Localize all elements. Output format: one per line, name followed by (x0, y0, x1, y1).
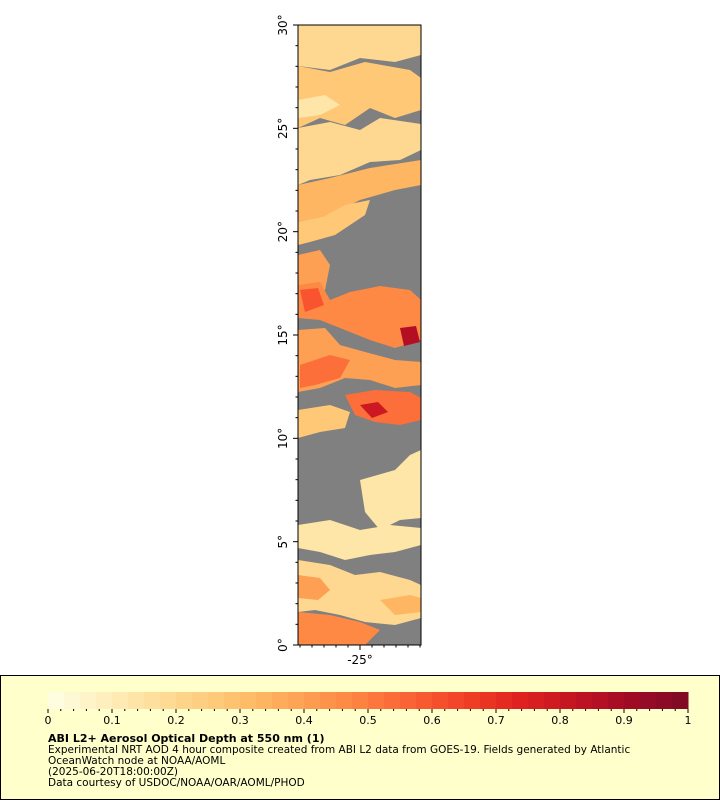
colorbar-swatch (144, 692, 161, 709)
colorbar-swatch (112, 692, 129, 709)
colorbar-swatch (336, 692, 353, 709)
colorbar-tick-label: 0.8 (551, 714, 569, 727)
aod-field (298, 25, 421, 645)
aod-region (298, 25, 421, 70)
colorbar-swatch (160, 692, 177, 709)
colorbar-swatch (480, 692, 497, 709)
legend-credit: Data courtesy of USDOC/NOAA/OAR/AOML/PHO… (48, 777, 305, 789)
colorbar-swatch (592, 692, 609, 709)
aod-region (300, 355, 350, 388)
colorbar-swatch (128, 692, 145, 709)
legend-timestamp: (2025-06-20T18:00:00Z) (48, 766, 178, 778)
colorbar-swatch (640, 692, 657, 709)
aod-region (360, 450, 421, 530)
colorbar-swatch (208, 692, 225, 709)
colorbar-swatch (80, 692, 97, 709)
colorbar-swatch (560, 692, 577, 709)
colorbar-tick-label: 0.9 (615, 714, 633, 727)
aod-region (360, 402, 388, 418)
colorbar-swatch (64, 692, 81, 709)
aod-region (298, 405, 350, 438)
colorbar-swatch (416, 692, 433, 709)
colorbar-swatch (464, 692, 481, 709)
colorbar-swatch (224, 692, 241, 709)
colorbar-swatch (304, 692, 321, 709)
colorbar-tick-label: 1 (684, 714, 692, 727)
longitude-axis: -25° (299, 645, 421, 667)
colorbar-tick-label: 0.2 (167, 714, 185, 727)
colorbar-swatch (272, 692, 289, 709)
colorbar-tick-label: 0.4 (295, 714, 313, 727)
lat-tick-label: 15° (276, 324, 290, 345)
colorbar-swatch (624, 692, 641, 709)
colorbar-swatch (576, 692, 593, 709)
colorbar-ticks (47, 709, 689, 713)
colorbar (47, 692, 689, 713)
colorbar-tick-label: 0.7 (487, 714, 505, 727)
legend-description-line2: OceanWatch node at NOAA/AOML (48, 755, 226, 767)
colorbar-swatch (608, 692, 625, 709)
colorbar-tick-label: 0.5 (359, 714, 377, 727)
lat-tick-label: 30° (276, 14, 290, 35)
aod-region (298, 118, 421, 185)
colorbar-swatch (672, 692, 689, 709)
colorbar-swatch (192, 692, 209, 709)
aod-region (298, 95, 340, 118)
colorbar-swatch (528, 692, 545, 709)
colorbar-swatch (384, 692, 401, 709)
colorbar-swatch (512, 692, 529, 709)
lon-tick-label: -25° (347, 653, 373, 667)
colorbar-swatch (544, 692, 561, 709)
legend-description-line1: Experimental NRT AOD 4 hour composite cr… (48, 744, 631, 756)
colorbar-swatch (496, 692, 513, 709)
colorbar-swatch (48, 692, 65, 709)
colorbar-tick-label: 0.1 (103, 714, 121, 727)
aod-region (380, 595, 421, 615)
aod-region (298, 575, 330, 600)
colorbar-swatches (48, 692, 689, 709)
colorbar-tick-label: 0.3 (231, 714, 249, 727)
colorbar-swatch (656, 692, 673, 709)
aod-region (298, 612, 380, 645)
aod-region (298, 160, 421, 222)
aod-region (400, 326, 420, 346)
lat-tick-label: 10° (276, 428, 290, 449)
colorbar-swatch (448, 692, 465, 709)
lat-tick-label: 5° (276, 535, 290, 549)
colorbar-swatch (96, 692, 113, 709)
colorbar-swatch (256, 692, 273, 709)
aod-region (298, 520, 421, 560)
legend-title: ABI L2+ Aerosol Optical Depth at 550 nm … (48, 732, 325, 745)
lat-tick-label: 25° (276, 118, 290, 139)
colorbar-tick-label: 0.6 (423, 714, 441, 727)
aod-region (298, 62, 421, 128)
colorbar-swatch (176, 692, 193, 709)
latitude-axis: 0° 5° 10° 15° 20° 25° 30° (276, 14, 298, 652)
colorbar-swatch (368, 692, 385, 709)
lat-tick-label: 20° (276, 221, 290, 242)
colorbar-swatch (320, 692, 337, 709)
aod-region (300, 288, 324, 312)
colorbar-swatch (288, 692, 305, 709)
aod-region (298, 282, 421, 348)
colorbar-swatch (432, 692, 449, 709)
colorbar-swatch (352, 692, 369, 709)
aod-map-strip (297, 24, 422, 646)
colorbar-swatch (400, 692, 417, 709)
colorbar-tick-label: 0 (44, 714, 52, 727)
map-area: 0° 5° 10° 15° 20° 25° 30° -25° (276, 14, 422, 667)
lat-tick-label: 0° (276, 638, 290, 652)
colorbar-swatch (240, 692, 257, 709)
aod-region (298, 200, 370, 245)
